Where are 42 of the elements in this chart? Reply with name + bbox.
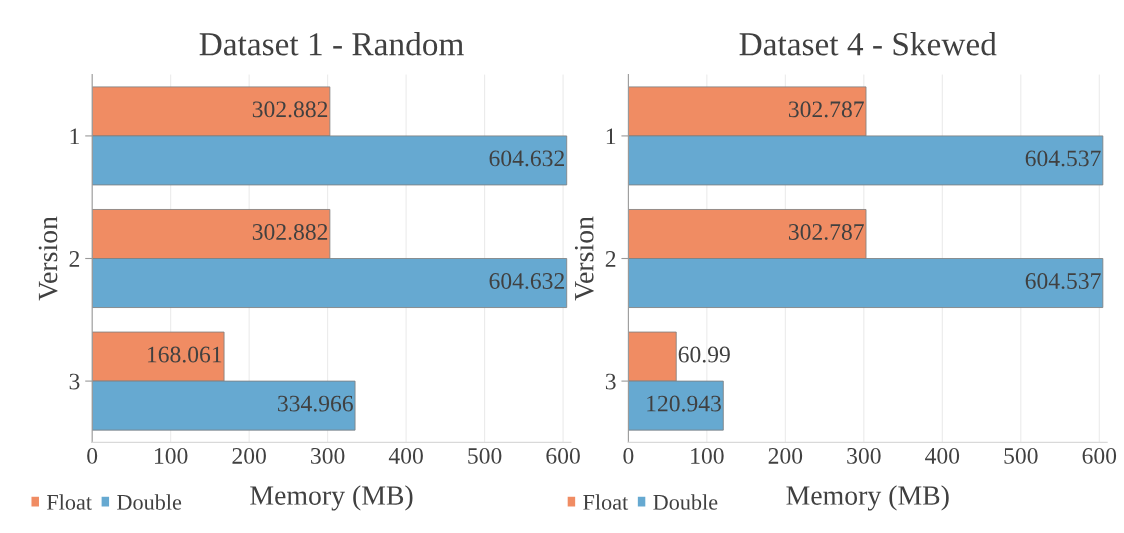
data-label: 604.632 <box>489 150 564 167</box>
data-label: 60.99 <box>678 346 730 363</box>
x-tick-label: 600 <box>1082 447 1117 464</box>
y-tick-label: 3 <box>69 373 80 390</box>
x-tick-label: 200 <box>768 447 803 464</box>
y-tick-label: 1 <box>70 128 79 145</box>
x-tick-label: 300 <box>847 447 881 464</box>
y-tick-label: 2 <box>69 251 80 267</box>
data-label: 120.943 <box>647 395 721 412</box>
legend-label: Double <box>117 494 182 510</box>
x-tick-label: 300 <box>311 447 345 464</box>
legend-label: Float <box>583 494 629 510</box>
chart-title: Dataset 1 - Random <box>199 32 464 56</box>
x-tick-label: 100 <box>691 447 724 464</box>
y-axis-title: Version <box>38 216 58 301</box>
data-label: 604.537 <box>1025 150 1101 167</box>
data-label: 302.882 <box>252 101 328 118</box>
data-label: 302.882 <box>252 223 328 240</box>
x-axis-title: Memory (MB) <box>250 485 413 511</box>
legend-label: Float <box>46 494 92 510</box>
x-tick-label: 600 <box>546 447 580 464</box>
data-label: 604.632 <box>489 273 564 290</box>
x-tick-label: 200 <box>232 447 266 464</box>
data-label: 334.966 <box>278 395 353 412</box>
x-tick-label: 0 <box>87 447 98 464</box>
x-tick-label: 500 <box>468 447 502 464</box>
data-label: 168.061 <box>147 346 222 363</box>
data-label: 604.537 <box>1025 273 1101 290</box>
data-label: 302.787 <box>788 101 864 118</box>
x-tick-label: 100 <box>155 447 188 464</box>
data-label: 302.787 <box>788 223 864 240</box>
y-tick-label: 2 <box>605 251 616 267</box>
x-axis-title: Memory (MB) <box>786 485 949 511</box>
chart-title: Dataset 4 - Skewed <box>739 32 997 56</box>
y-tick-label: 3 <box>605 373 616 390</box>
legend-label: Double <box>653 494 718 510</box>
y-axis-title: Version <box>574 216 594 301</box>
x-tick-label: 500 <box>1004 447 1038 464</box>
x-tick-label: 0 <box>623 447 634 464</box>
x-tick-label: 400 <box>925 447 960 464</box>
y-tick-label: 1 <box>606 128 616 145</box>
x-tick-label: 400 <box>388 447 423 464</box>
